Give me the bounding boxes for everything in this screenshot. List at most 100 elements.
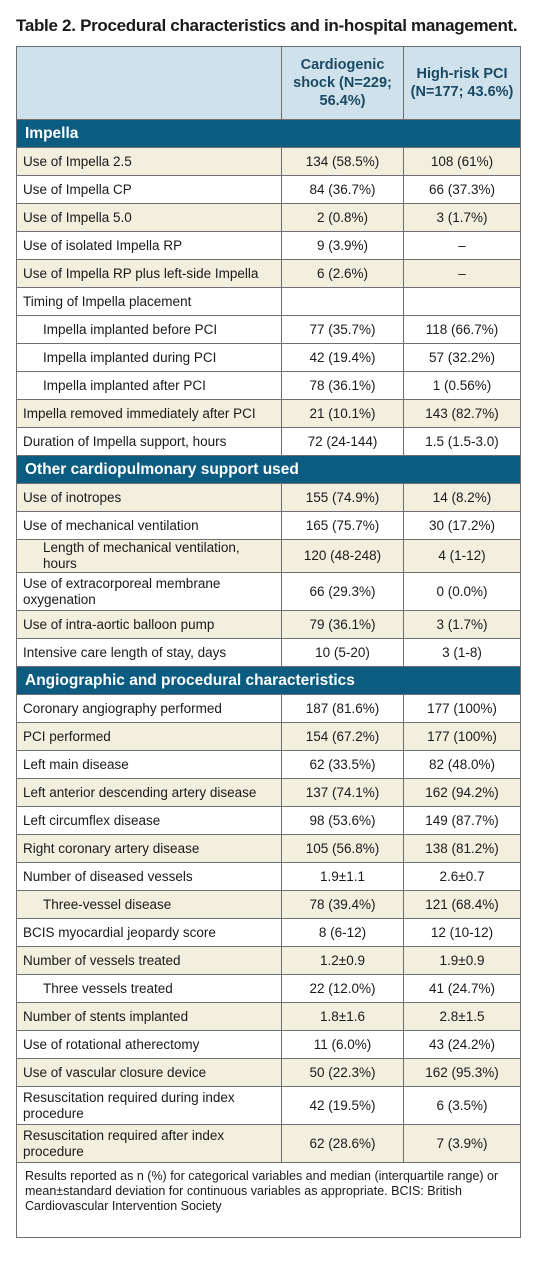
high-risk-pci-value: – (403, 259, 521, 288)
cardiogenic-shock-value: 62 (28.6%) (281, 1124, 404, 1163)
table-row: Use of rotational atherectomy 11 (6.0%) 43… (16, 1030, 521, 1059)
table-row: Use of Impella 5.0 2 (0.8%) 3 (1.7%) (16, 203, 521, 232)
cardiogenic-shock-value: 1.2±0.9 (281, 946, 404, 975)
high-risk-pci-value: 4 (1-12) (403, 539, 521, 573)
table-footnote-row: Results reported as n (%) for categorica… (16, 1162, 521, 1238)
high-risk-pci-value: 7 (3.9%) (403, 1124, 521, 1163)
cardiogenic-shock-value: 98 (53.6%) (281, 806, 404, 835)
row-label: Use of intra-aortic balloon pump (16, 610, 282, 639)
cardiogenic-shock-value: 105 (56.8%) (281, 834, 404, 863)
table-row: Resuscitation required after index proce… (16, 1124, 521, 1163)
section-title: Impella (16, 119, 521, 148)
row-label: Three vessels treated (16, 974, 282, 1003)
cardiogenic-shock-value: 9 (3.9%) (281, 231, 404, 260)
cardiogenic-shock-value (281, 287, 404, 316)
table-row: Right coronary artery disease 105 (56.8%)… (16, 834, 521, 863)
high-risk-pci-value: 43 (24.2%) (403, 1030, 521, 1059)
row-label: Use of Impella 2.5 (16, 147, 282, 176)
table-row: Use of intra-aortic balloon pump 79 (36.1… (16, 610, 521, 639)
high-risk-pci-value: 12 (10-12) (403, 918, 521, 947)
section-title: Other cardiopulmonary support used (16, 455, 521, 484)
section-header-row: Other cardiopulmonary support used (16, 455, 521, 484)
row-label: Left anterior descending artery disease (16, 778, 282, 807)
high-risk-pci-value (403, 287, 521, 316)
table-row: Use of Impella RP plus left-side Impella… (16, 259, 521, 288)
table-header-row: Cardiogenic shock (N=229; 56.4%) High-ri… (16, 46, 521, 120)
high-risk-pci-value: 2.8±1.5 (403, 1002, 521, 1031)
high-risk-pci-value: 2.6±0.7 (403, 862, 521, 891)
table-row: Three-vessel disease 78 (39.4%) 121 (68.4%… (16, 890, 521, 919)
row-label: Use of extracorporeal membrane oxygenati… (16, 572, 282, 611)
cardiogenic-shock-value: 79 (36.1%) (281, 610, 404, 639)
high-risk-pci-value: 66 (37.3%) (403, 175, 521, 204)
header-empty-cell (16, 46, 282, 120)
table-row: Use of vascular closure device 50 (22.3%)… (16, 1058, 521, 1087)
header-cardiogenic-shock: Cardiogenic shock (N=229; 56.4%) (281, 46, 404, 120)
row-label: Length of mechanical ventilation, hours (16, 539, 282, 573)
table-row: Timing of Impella placement (16, 287, 521, 316)
cardiogenic-shock-value: 1.9±1.1 (281, 862, 404, 891)
cardiogenic-shock-value: 62 (33.5%) (281, 750, 404, 779)
row-label: Impella implanted during PCI (16, 343, 282, 372)
cardiogenic-shock-value: 84 (36.7%) (281, 175, 404, 204)
table-row: Use of extracorporeal membrane oxygenati… (16, 572, 521, 611)
table-row: Impella implanted during PCI 42 (19.4%) 57… (16, 343, 521, 372)
row-label: Number of vessels treated (16, 946, 282, 975)
table-row: Use of Impella 2.5 134 (58.5%) 108 (61%) (16, 147, 521, 176)
table-body: Impella Use of Impella 2.5 134 (58.5%) 108 … (16, 119, 521, 1163)
table-row: Impella removed immediately after PCI 21 … (16, 399, 521, 428)
section-title: Angiographic and procedural characterist… (16, 666, 521, 695)
table-row: Intensive care length of stay, days 10 (5… (16, 638, 521, 667)
cardiogenic-shock-value: 8 (6-12) (281, 918, 404, 947)
table-row: BCIS myocardial jeopardy score 8 (6-12) 12… (16, 918, 521, 947)
row-label: Use of inotropes (16, 483, 282, 512)
cardiogenic-shock-value: 42 (19.4%) (281, 343, 404, 372)
table-row: Use of Impella CP 84 (36.7%) 66 (37.3%) (16, 175, 521, 204)
cardiogenic-shock-value: 154 (67.2%) (281, 722, 404, 751)
row-label: Left main disease (16, 750, 282, 779)
high-risk-pci-value: 177 (100%) (403, 722, 521, 751)
high-risk-pci-value: 1.5 (1.5-3.0) (403, 427, 521, 456)
high-risk-pci-value: 177 (100%) (403, 694, 521, 723)
high-risk-pci-value: 14 (8.2%) (403, 483, 521, 512)
table-row: Use of isolated Impella RP 9 (3.9%) – (16, 231, 521, 260)
table-row: Number of vessels treated 1.2±0.9 1.9±0.9 (16, 946, 521, 975)
cardiogenic-shock-value: 155 (74.9%) (281, 483, 404, 512)
header-high-risk-pci: High-risk PCI (N=177; 43.6%) (403, 46, 521, 120)
cardiogenic-shock-value: 6 (2.6%) (281, 259, 404, 288)
table-row: Three vessels treated 22 (12.0%) 41 (24.7%… (16, 974, 521, 1003)
row-label: Right coronary artery disease (16, 834, 282, 863)
cardiogenic-shock-value: 21 (10.1%) (281, 399, 404, 428)
high-risk-pci-value: 41 (24.7%) (403, 974, 521, 1003)
table-row: Left main disease 62 (33.5%) 82 (48.0%) (16, 750, 521, 779)
row-label: Use of isolated Impella RP (16, 231, 282, 260)
row-label: Number of stents implanted (16, 1002, 282, 1031)
cardiogenic-shock-value: 77 (35.7%) (281, 315, 404, 344)
high-risk-pci-value: 162 (95.3%) (403, 1058, 521, 1087)
high-risk-pci-value: 108 (61%) (403, 147, 521, 176)
row-label: Use of mechanical ventilation (16, 511, 282, 540)
row-label: Resuscitation required during index proc… (16, 1086, 282, 1125)
row-label: Coronary angiography performed (16, 694, 282, 723)
table-row: Resuscitation required during index proc… (16, 1086, 521, 1125)
high-risk-pci-value: 121 (68.4%) (403, 890, 521, 919)
section-header-row: Angiographic and procedural characterist… (16, 666, 521, 695)
high-risk-pci-value: 138 (81.2%) (403, 834, 521, 863)
cardiogenic-shock-value: 2 (0.8%) (281, 203, 404, 232)
cardiogenic-shock-value: 120 (48-248) (281, 539, 404, 573)
cardiogenic-shock-value: 78 (39.4%) (281, 890, 404, 919)
table-row: Number of diseased vessels 1.9±1.1 2.6±0.7 (16, 862, 521, 891)
table-row: PCI performed 154 (67.2%) 177 (100%) (16, 722, 521, 751)
table-caption: Table 2. Procedural characteristics and … (16, 16, 518, 35)
cardiogenic-shock-value: 22 (12.0%) (281, 974, 404, 1003)
cardiogenic-shock-value: 11 (6.0%) (281, 1030, 404, 1059)
row-label: Intensive care length of stay, days (16, 638, 282, 667)
row-label: Impella removed immediately after PCI (16, 399, 282, 428)
row-label: Use of Impella CP (16, 175, 282, 204)
high-risk-pci-value: 1.9±0.9 (403, 946, 521, 975)
row-label: Left circumflex disease (16, 806, 282, 835)
cardiogenic-shock-value: 165 (75.7%) (281, 511, 404, 540)
table-row: Coronary angiography performed 187 (81.6%… (16, 694, 521, 723)
table-row: Use of inotropes 155 (74.9%) 14 (8.2%) (16, 483, 521, 512)
cardiogenic-shock-value: 187 (81.6%) (281, 694, 404, 723)
